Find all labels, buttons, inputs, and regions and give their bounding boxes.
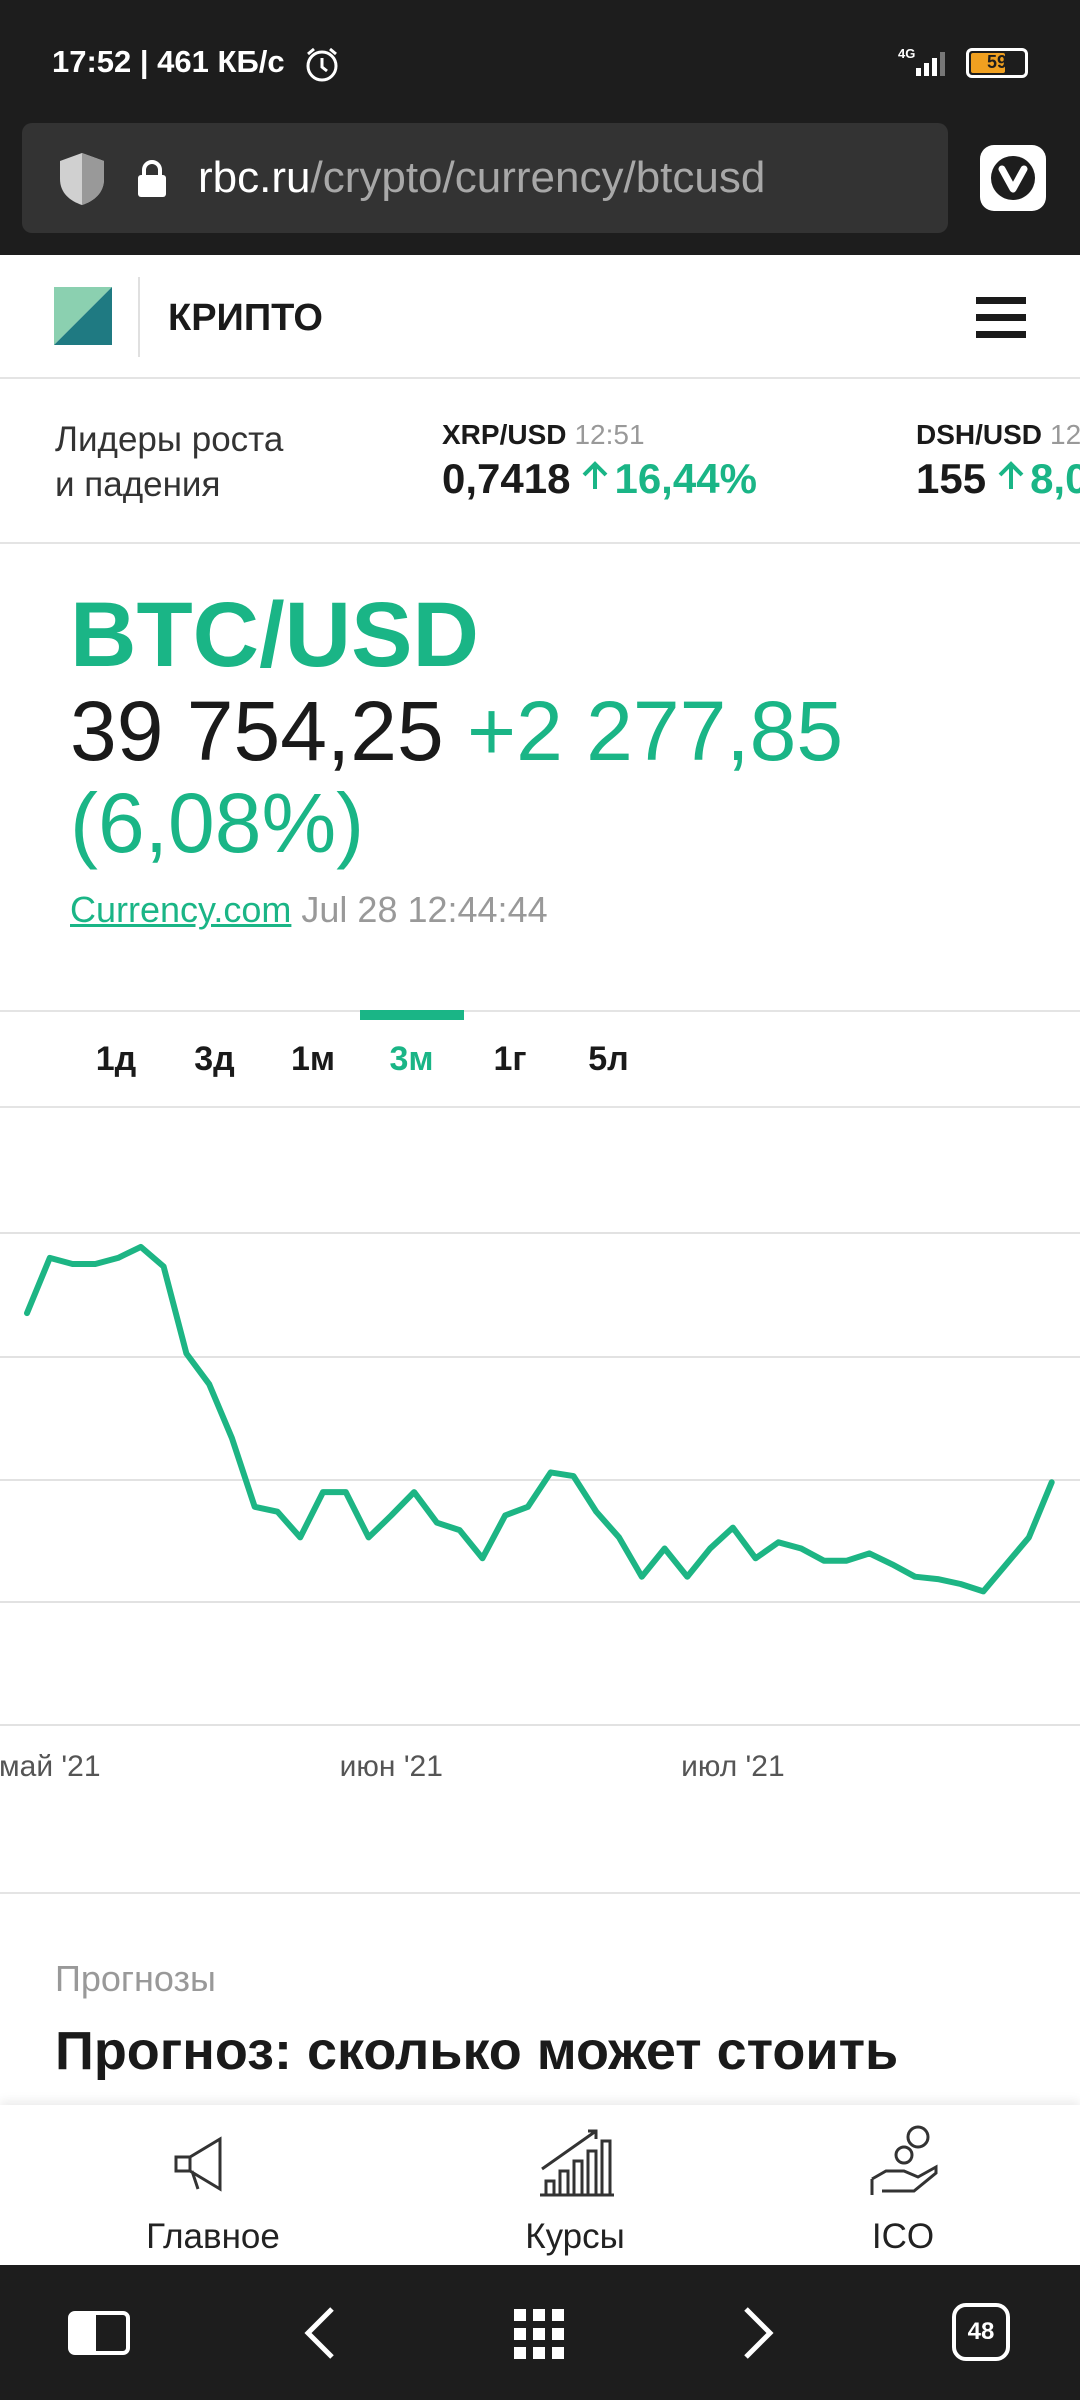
x-tick-label: июн '21 bbox=[340, 1750, 443, 1783]
x-tick-label: июл '21 bbox=[681, 1750, 785, 1783]
timestamp: Jul 28 12:44:44 bbox=[301, 889, 548, 930]
browser-toolbar: 48 bbox=[0, 2265, 1080, 2400]
shield-icon[interactable] bbox=[58, 151, 106, 207]
source-link[interactable]: Currency.com bbox=[70, 889, 292, 930]
signal-icon bbox=[916, 52, 945, 76]
quote: BTC/USD 39 754,25 +2 277,85 (6,08%) Curr… bbox=[70, 585, 1060, 931]
price-line: 39 754,25 +2 277,85 (6,08%) bbox=[70, 685, 1060, 869]
ticker-row: 0,7418 16,44% bbox=[442, 451, 757, 503]
price: 39 754,25 bbox=[70, 684, 444, 778]
ticker-change: 16,44% bbox=[614, 455, 757, 502]
bottom-nav: Главное Курсы ICO bbox=[0, 2105, 1080, 2265]
nav-icon-main bbox=[174, 2136, 222, 2192]
price-change-pct: (6,08%) bbox=[70, 776, 365, 870]
vivaldi-menu[interactable] bbox=[980, 145, 1046, 211]
period-tab[interactable]: 3д bbox=[194, 1040, 235, 1078]
period-tabs: 1д 3д 1м 3м 1г 5л bbox=[0, 1010, 1080, 1108]
ticker-label-line: и падения bbox=[55, 465, 221, 504]
ticker-pair: DSH/USD bbox=[916, 419, 1043, 450]
pair-title: BTC/USD bbox=[70, 584, 479, 686]
ticker-time: 12:51 bbox=[574, 419, 645, 450]
period-tab[interactable]: 3м bbox=[389, 1040, 434, 1078]
rbc-logo[interactable] bbox=[54, 287, 112, 345]
ticker-pair: XRP/USD bbox=[442, 419, 567, 450]
nav-label[interactable]: Курсы bbox=[525, 2217, 625, 2256]
battery-icon: 59 bbox=[966, 48, 1028, 78]
ticker-row: 155 8,0 bbox=[916, 451, 1080, 503]
status-and-url-bar: 17:52 | 461 КБ/с 4G 59 rbc.ru/crypto/cur… bbox=[0, 0, 1080, 255]
period-tab[interactable]: 5л bbox=[588, 1040, 629, 1078]
url-path: /crypto/currency/btcusd bbox=[310, 153, 766, 202]
x-tick-label: май '21 bbox=[0, 1750, 101, 1783]
lock-icon bbox=[138, 160, 166, 197]
ticker-price: 155 bbox=[916, 455, 987, 502]
alarm-icon bbox=[306, 47, 338, 82]
nav-icon-rates bbox=[540, 2129, 614, 2197]
address-bar[interactable]: rbc.ru/crypto/currency/btcusd bbox=[22, 123, 948, 233]
nav-label[interactable]: ICO bbox=[871, 2217, 935, 2256]
ticker-label: Лидеры роста и падения bbox=[55, 417, 283, 507]
up-arrow bbox=[998, 461, 1024, 489]
back-button[interactable] bbox=[300, 2305, 340, 2361]
price-line bbox=[24, 1243, 1055, 1595]
section-name[interactable]: КРИПТО bbox=[168, 297, 323, 339]
ticker-item[interactable]: XRP/USD 12:51 0,7418 16,44% bbox=[442, 419, 757, 503]
article-category[interactable]: Прогнозы bbox=[55, 1958, 216, 1999]
article-headline[interactable]: Прогноз: сколько может стоить bbox=[55, 2021, 899, 2081]
nav-label[interactable]: Главное bbox=[146, 2217, 280, 2256]
price-change: +2 277,85 bbox=[467, 684, 844, 778]
battery-level: 59 bbox=[986, 52, 1008, 72]
ticker-time: 12 bbox=[1050, 419, 1080, 450]
ticker-row: DSH/USD 12 bbox=[916, 419, 1080, 451]
ticker-label-line: Лидеры роста bbox=[55, 420, 284, 459]
status-time: 17:52 | 461 КБ/с bbox=[52, 44, 285, 79]
nav-icon-ico bbox=[870, 2125, 938, 2195]
url-domain: rbc.ru bbox=[198, 153, 311, 202]
site-header: КРИПТО bbox=[0, 255, 1080, 379]
article-teaser: Прогнозы Прогноз: сколько может стоить bbox=[0, 1892, 1080, 2107]
forward-button[interactable] bbox=[738, 2305, 778, 2361]
period-tab[interactable]: 1м bbox=[290, 1040, 336, 1078]
menu-button[interactable] bbox=[976, 297, 1028, 339]
panel-button[interactable] bbox=[68, 2311, 130, 2355]
divider bbox=[138, 277, 140, 357]
network-type: 4G bbox=[898, 46, 916, 61]
period-tab[interactable]: 1д bbox=[95, 1040, 137, 1078]
speed-dial-button[interactable] bbox=[512, 2307, 566, 2361]
period-tab[interactable]: 1г bbox=[493, 1040, 527, 1078]
ticker-price: 0,7418 bbox=[442, 455, 571, 502]
source-line: Currency.com Jul 28 12:44:44 bbox=[70, 889, 1060, 931]
ticker: Лидеры роста и падения XRP/USD 12:51 0,7418… bbox=[0, 379, 1080, 544]
active-tab-indicator bbox=[359, 1010, 464, 1020]
ticker-change: 8,0 bbox=[1030, 455, 1080, 502]
url[interactable]: rbc.ru/crypto/currency/btcusd bbox=[198, 153, 765, 203]
tabs-button[interactable]: 48 bbox=[952, 2303, 1010, 2361]
ticker-row: XRP/USD 12:51 bbox=[442, 419, 757, 451]
up-arrow bbox=[583, 461, 608, 489]
